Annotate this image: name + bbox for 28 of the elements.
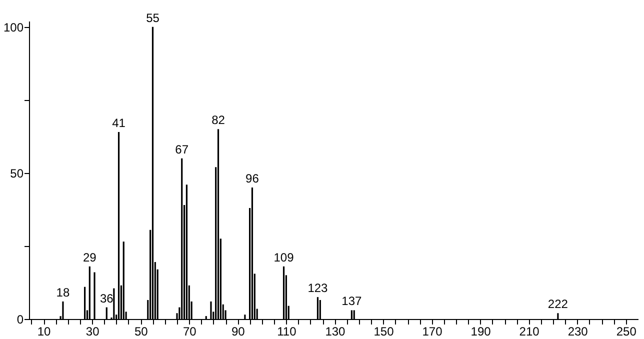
annotation: 36: [100, 291, 114, 306]
y-tick-label: 50: [10, 166, 24, 180]
x-tick-label: 150: [374, 324, 394, 338]
x-tick-label: 130: [325, 324, 346, 338]
x-tick-label: 70: [182, 324, 197, 338]
x-tick-label: 230: [568, 324, 588, 338]
annotation: 29: [82, 250, 97, 264]
x-tick-label: 10: [37, 324, 52, 338]
annotation: 67: [175, 142, 189, 156]
x-tick-label: 190: [470, 324, 492, 338]
y-tick-label: 0: [16, 312, 24, 326]
annotation: 137: [342, 294, 362, 308]
x-tick-label: 50: [134, 324, 148, 338]
x-tick-label: 90: [231, 324, 246, 338]
annotation: 55: [146, 10, 160, 25]
x-tick-label: 170: [422, 324, 443, 338]
annotation: 18: [56, 285, 70, 300]
y-tick-label: 100: [3, 20, 24, 34]
x-tick-label: 210: [519, 324, 540, 338]
x-tick-label: 30: [86, 324, 100, 338]
x-tick-label: 110: [277, 324, 297, 338]
annotation: 123: [308, 281, 328, 296]
annotation: 41: [112, 116, 126, 130]
annotation: 82: [212, 113, 226, 128]
annotation: 109: [274, 250, 294, 264]
annotation: 222: [548, 297, 568, 312]
annotation: 96: [246, 172, 260, 186]
x-tick-label: 250: [616, 324, 637, 338]
